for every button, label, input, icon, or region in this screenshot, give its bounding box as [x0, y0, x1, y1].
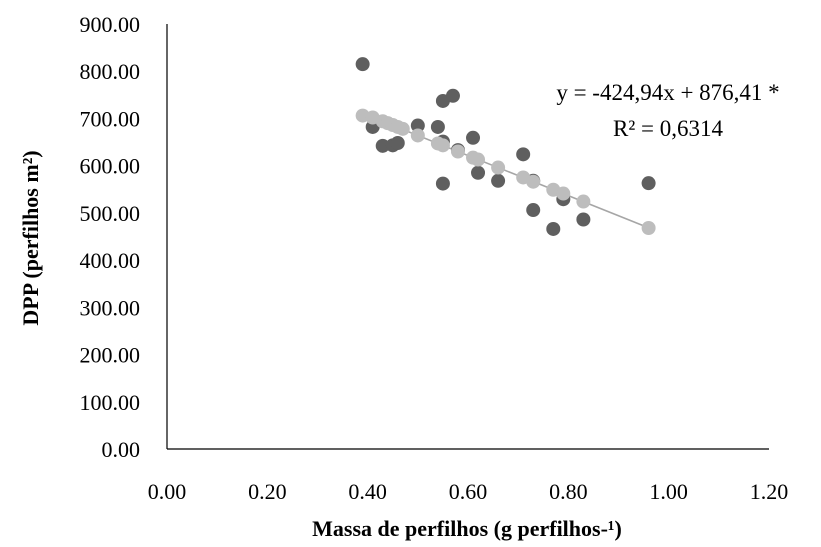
data-point [641, 176, 656, 191]
y-tick-label: 300.00 [80, 295, 141, 320]
y-tick-label: 100.00 [80, 390, 141, 415]
y-tick-label: 0.00 [102, 437, 141, 462]
x-tick-labels: 0.00 0.20 0.40 0.60 0.80 1.00 1.20 [148, 479, 789, 504]
x-tick-label: 1.20 [750, 479, 789, 504]
series-2 [355, 108, 656, 235]
data-point [491, 160, 506, 175]
y-tick-labels: 0.00 100.00 200.00 300.00 400.00 500.00 600.00… [80, 12, 141, 462]
data-point [516, 147, 531, 162]
x-axis-title: Massa de perfilhos (g perfilhos-¹) [312, 516, 622, 541]
y-tick-label: 800.00 [80, 59, 141, 84]
data-point [491, 173, 506, 188]
data-point [641, 221, 656, 235]
regression-equation: y = -424,94x + 876,41 * [556, 80, 779, 105]
data-series [355, 57, 656, 236]
x-tick-label: 0.20 [248, 479, 287, 504]
data-point [471, 152, 486, 167]
y-tick-label: 600.00 [80, 154, 141, 179]
data-point [450, 144, 465, 159]
data-point [355, 57, 370, 72]
x-tick-label: 0.60 [449, 479, 488, 504]
y-tick-label: 400.00 [80, 248, 141, 273]
y-tick-label: 200.00 [80, 343, 141, 368]
data-point [435, 176, 450, 191]
data-point [375, 138, 390, 153]
r-squared-label: R² = 0,6314 [613, 116, 723, 141]
data-point [546, 221, 561, 236]
data-point [576, 212, 591, 227]
data-point [435, 138, 450, 153]
trendline [362, 112, 649, 229]
plot-area: 0.00 100.00 200.00 300.00 400.00 500.00 600.00… [80, 12, 789, 504]
y-tick-label: 500.00 [80, 201, 141, 226]
data-point [390, 136, 405, 150]
data-point [466, 130, 481, 145]
data-point [576, 194, 591, 209]
x-tick-label: 0.40 [348, 479, 387, 504]
y-tick-label: 700.00 [80, 106, 141, 131]
data-point [410, 128, 425, 143]
data-point [471, 165, 486, 180]
data-point [410, 118, 425, 133]
data-point [445, 88, 460, 103]
data-point [430, 119, 445, 134]
y-axis-title: DPP (perfilhos m²) [18, 150, 43, 325]
data-point [556, 186, 571, 201]
data-point [395, 121, 410, 136]
data-point [526, 203, 541, 218]
x-tick-label: 0.80 [549, 479, 588, 504]
x-tick-label: 1.00 [649, 479, 688, 504]
data-point [526, 174, 541, 189]
y-tick-label: 900.00 [80, 12, 141, 37]
x-tick-label: 0.00 [148, 479, 187, 504]
